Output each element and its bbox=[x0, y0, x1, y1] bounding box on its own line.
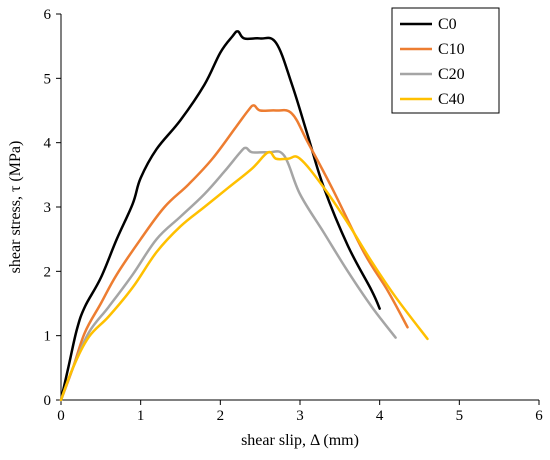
series-line-c40 bbox=[59, 150, 429, 402]
legend-label: C20 bbox=[438, 66, 465, 83]
legend-item-c10: C10 bbox=[400, 41, 465, 58]
legend-box bbox=[391, 7, 500, 114]
series-line-c0 bbox=[59, 30, 381, 402]
legend-item-c0: C0 bbox=[400, 16, 457, 33]
y-tick-label: 1 bbox=[44, 329, 52, 345]
series-line-c20 bbox=[59, 146, 397, 402]
y-tick-label: 4 bbox=[44, 136, 52, 152]
legend-label: C0 bbox=[438, 16, 457, 33]
y-axis-title: shear stress, τ (MPa) bbox=[7, 141, 24, 274]
x-axis-ticks: 0 1 2 3 4 5 6 bbox=[57, 400, 543, 424]
series-lines bbox=[59, 30, 429, 402]
x-tick-label: 2 bbox=[217, 408, 225, 424]
legend: C0 C10 C20 C40 bbox=[391, 7, 500, 114]
y-tick-label: 3 bbox=[44, 200, 52, 216]
legend-label: C10 bbox=[438, 41, 465, 58]
x-tick-label: 3 bbox=[296, 408, 304, 424]
y-tick-label: 6 bbox=[44, 7, 52, 23]
legend-item-c20: C20 bbox=[400, 66, 465, 83]
x-axis-title: shear slip, Δ (mm) bbox=[241, 432, 359, 449]
x-tick-label: 4 bbox=[376, 408, 384, 424]
x-tick-label: 1 bbox=[137, 408, 145, 424]
y-axis-ticks: 0 1 2 3 4 5 6 bbox=[44, 7, 61, 409]
series-line-c10 bbox=[59, 104, 409, 402]
x-tick-label: 5 bbox=[456, 408, 464, 424]
legend-label: C40 bbox=[438, 91, 465, 108]
y-tick-label: 2 bbox=[44, 264, 52, 280]
y-tick-label: 5 bbox=[44, 71, 52, 87]
x-tick-label: 0 bbox=[57, 408, 65, 424]
legend-item-c40: C40 bbox=[400, 91, 465, 108]
y-tick-label: 0 bbox=[44, 393, 52, 409]
x-tick-label: 6 bbox=[535, 408, 543, 424]
